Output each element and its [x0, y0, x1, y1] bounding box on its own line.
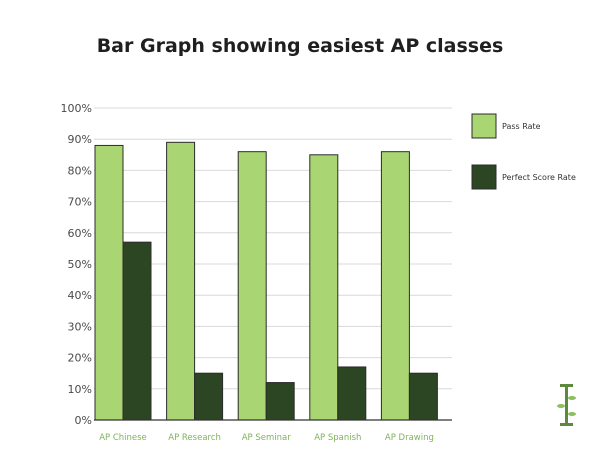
gridlines — [94, 107, 452, 390]
legend-label: Pass Rate — [502, 122, 541, 131]
y-tick-label: 0% — [75, 414, 92, 427]
legend-swatch — [471, 164, 497, 190]
logo-leaf — [568, 412, 576, 416]
y-tick-label: 50% — [68, 258, 92, 271]
bar-pass-rate — [309, 154, 339, 421]
y-tick-label: 80% — [68, 164, 92, 177]
y-tick-label: 30% — [68, 320, 92, 333]
x-tick-label: AP Drawing — [385, 433, 434, 443]
y-tick-label: 90% — [68, 133, 92, 146]
y-tick-label: 70% — [68, 196, 92, 209]
tree-logo-icon — [557, 384, 576, 426]
x-tick-label: AP Spanish — [314, 433, 361, 443]
y-tick-label: 60% — [68, 227, 92, 240]
y-tick-label: 40% — [68, 289, 92, 302]
bar-pass-rate — [380, 151, 410, 421]
y-tick-label: 100% — [61, 102, 92, 115]
bar-pass-rate — [94, 144, 124, 421]
x-tick-label: AP Chinese — [99, 433, 147, 443]
logo-trunk — [565, 384, 568, 426]
y-tick-label: 10% — [68, 383, 92, 396]
logo-leaf — [557, 404, 565, 408]
x-tick-label: AP Seminar — [242, 433, 292, 443]
bar-pass-rate — [166, 141, 196, 421]
bar-pass-rate — [237, 151, 267, 421]
logo-top-bar — [560, 384, 573, 387]
bars — [94, 141, 438, 421]
bar-perfect-score-rate — [337, 366, 367, 421]
legend-label: Perfect Score Rate — [502, 173, 576, 182]
logo-leaf — [568, 396, 576, 400]
y-tick-label: 20% — [68, 352, 92, 365]
logo-bottom-bar — [560, 423, 573, 426]
y-axis-ticks: 0% 10% 20% 30% 40% 50% 60% 70% 80% 90% 100% — [61, 102, 92, 427]
legend-swatch — [471, 113, 497, 139]
bar-perfect-score-rate — [408, 372, 438, 421]
legend: Pass Rate Perfect Score Rate — [471, 113, 576, 190]
chart-title: Bar Graph showing easiest AP classes — [97, 35, 504, 57]
bar-perfect-score-rate — [265, 382, 295, 421]
x-axis-labels: AP Chinese AP Research AP Seminar AP Spanis… — [99, 433, 434, 443]
bar-perfect-score-rate — [122, 241, 152, 421]
x-tick-label: AP Research — [168, 433, 221, 443]
bar-perfect-score-rate — [194, 372, 224, 421]
